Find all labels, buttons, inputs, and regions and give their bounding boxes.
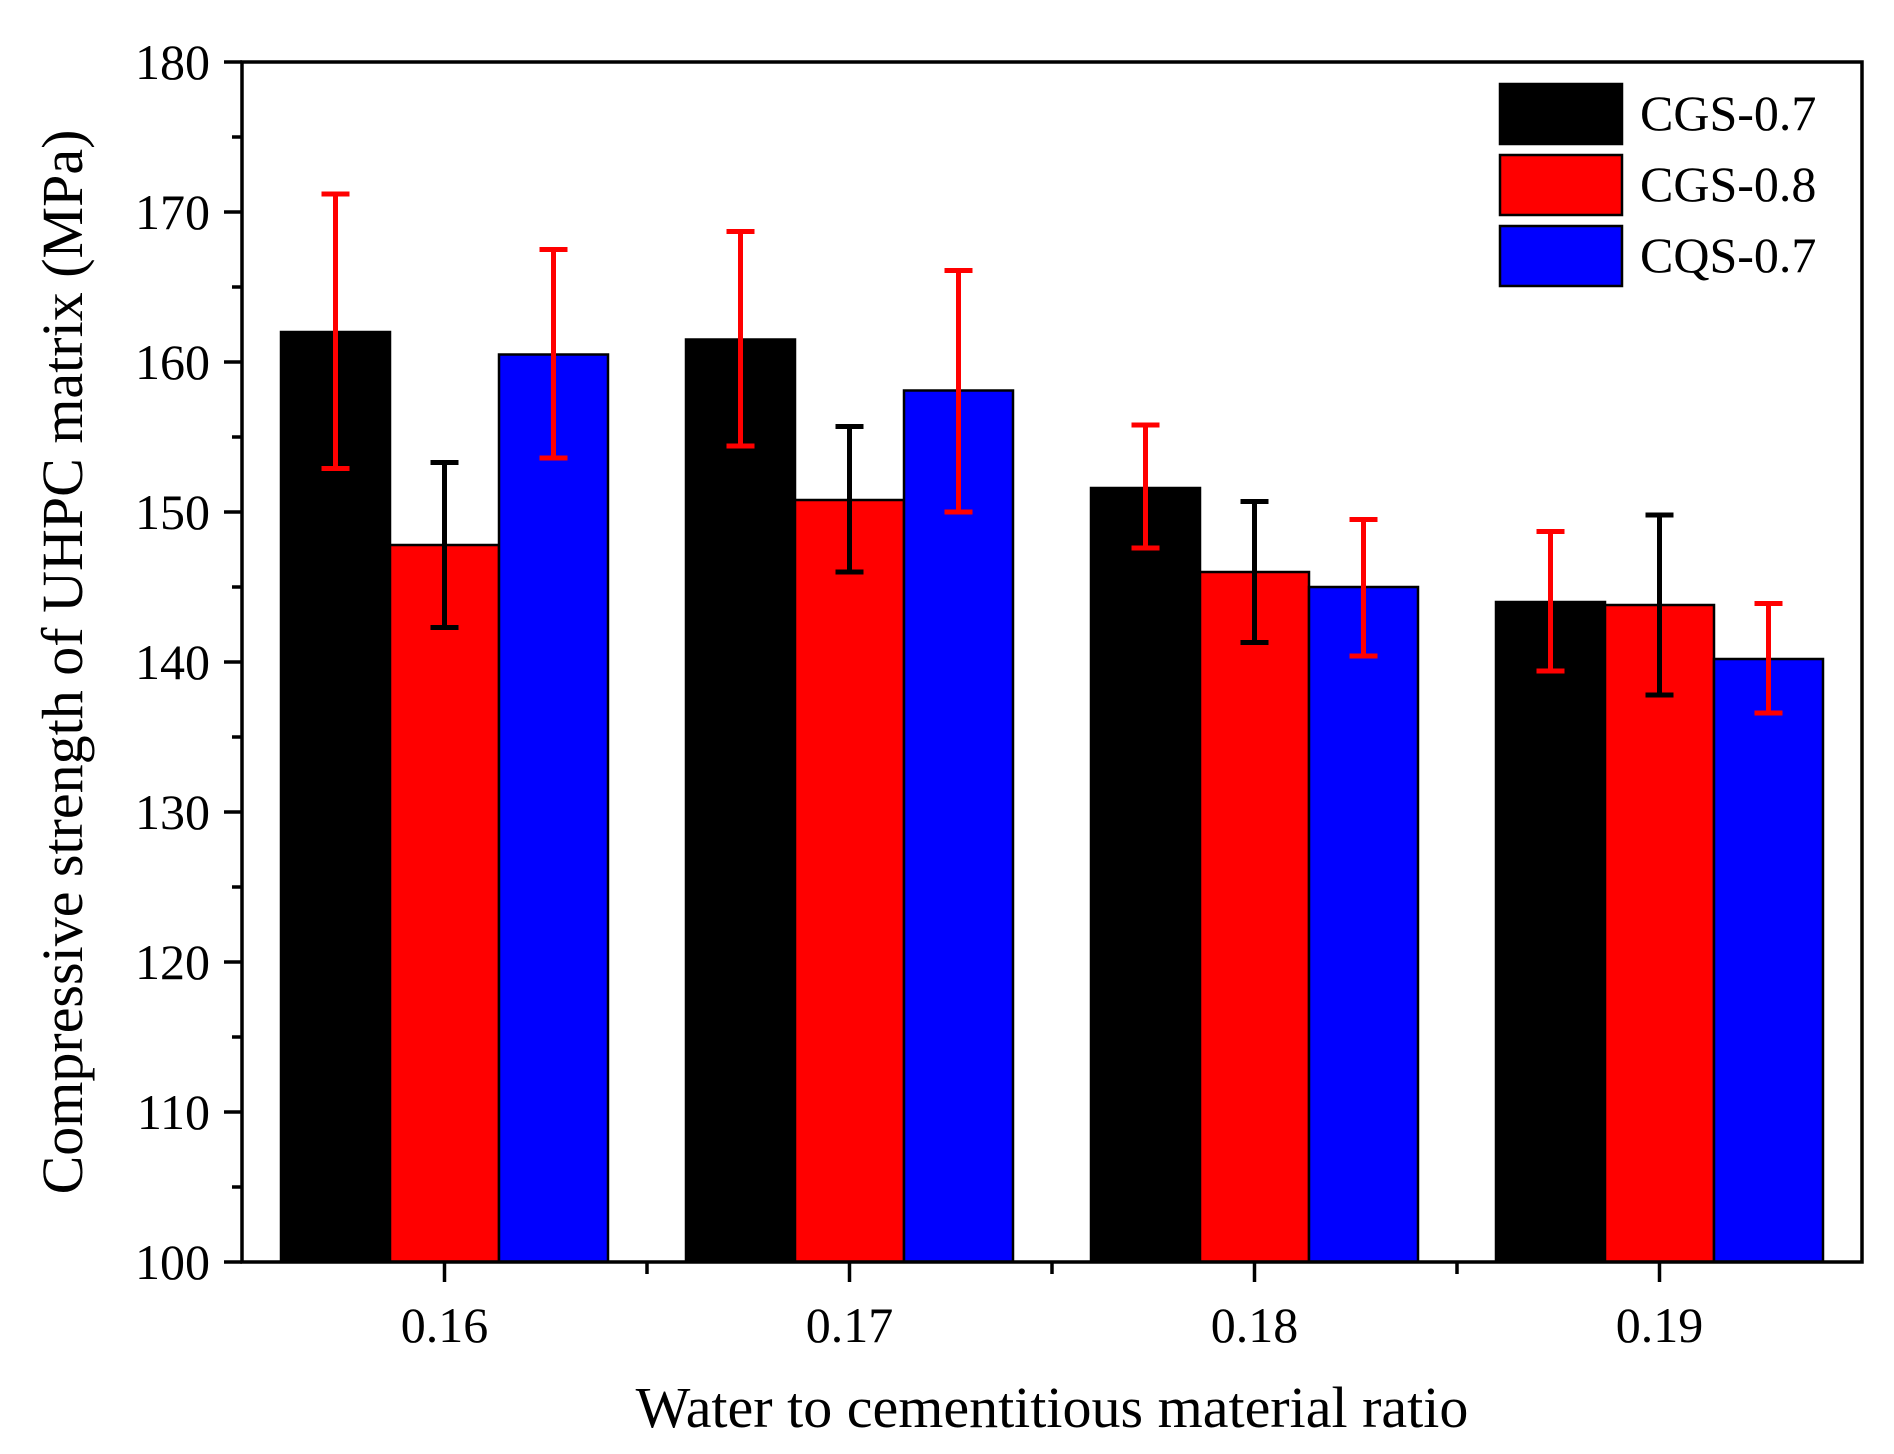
error-bar-cqs-0.7-0.19 (1754, 601, 1783, 716)
legend: CGS-0.7 CGS-0.8 CQS-0.7 (1498, 82, 1816, 288)
legend-item-cgs-0.7: CGS-0.7 (1498, 82, 1816, 146)
error-bar-cqs-0.7-0.16 (539, 247, 568, 461)
bar-cgs-0.8-0.18 (1198, 570, 1311, 1264)
x-tick-label: 0.17 (806, 1297, 894, 1353)
legend-swatch (1498, 224, 1624, 288)
y-axis: 100 110 120 130 140 150 160 170 180 (135, 34, 242, 1290)
bar-cgs-0.8-0.19 (1603, 603, 1716, 1264)
error-bar-cgs-0.8-0.17 (835, 424, 864, 575)
legend-label: CGS-0.8 (1640, 156, 1816, 212)
bar-cgs-0.7-0.17 (684, 338, 797, 1264)
bar-cqs-0.7-0.19 (1712, 657, 1825, 1264)
legend-swatch (1498, 153, 1624, 217)
error-bar-cgs-0.7-0.18 (1131, 422, 1160, 551)
x-tick-label: 0.18 (1211, 1297, 1299, 1353)
y-tick-label: 160 (135, 334, 210, 390)
bar-cqs-0.7-0.17 (902, 389, 1015, 1264)
legend-label: CGS-0.7 (1640, 85, 1816, 141)
error-bar-cgs-0.7-0.16 (321, 191, 350, 471)
y-tick-label: 130 (135, 784, 210, 840)
bar-cgs-0.8-0.16 (388, 543, 501, 1264)
x-axis-title: Water to cementitious material ratio (636, 1375, 1469, 1440)
bar-cgs-0.7-0.16 (279, 330, 392, 1264)
bar-cgs-0.7-0.19 (1494, 600, 1607, 1264)
bar-cqs-0.7-0.16 (497, 353, 610, 1264)
error-bar-cgs-0.7-0.17 (726, 229, 755, 449)
y-tick-label: 110 (137, 1084, 210, 1140)
bars-layer (279, 330, 1825, 1264)
bar-cgs-0.7-0.18 (1089, 486, 1202, 1264)
y-tick-label: 120 (135, 934, 210, 990)
bar-cgs-0.8-0.17 (793, 498, 906, 1264)
x-tick-label: 0.19 (1616, 1297, 1704, 1353)
legend-item-cqs-0.7: CQS-0.7 (1498, 224, 1816, 288)
error-bar-cgs-0.8-0.18 (1240, 499, 1269, 645)
legend-swatch (1498, 82, 1624, 146)
y-tick-label: 100 (135, 1234, 210, 1290)
y-tick-label: 170 (135, 184, 210, 240)
legend-label: CQS-0.7 (1640, 227, 1816, 283)
error-bar-cgs-0.8-0.16 (430, 460, 459, 630)
error-bar-cgs-0.7-0.19 (1536, 529, 1565, 674)
error-bar-cqs-0.7-0.18 (1349, 517, 1378, 659)
legend-item-cgs-0.8: CGS-0.8 (1498, 153, 1816, 217)
error-bars-layer (321, 191, 1783, 716)
y-tick-label: 150 (135, 484, 210, 540)
error-bar-cgs-0.8-0.19 (1645, 512, 1674, 698)
bar-cqs-0.7-0.18 (1307, 585, 1420, 1264)
y-tick-label: 140 (135, 634, 210, 690)
x-tick-label: 0.16 (401, 1297, 489, 1353)
y-axis-title: Compressive strength of UHPC matrix (MPa… (30, 130, 95, 1195)
y-tick-label: 180 (135, 34, 210, 90)
x-axis: 0.16 0.17 0.18 0.19 (401, 1262, 1704, 1353)
error-bar-cqs-0.7-0.17 (944, 268, 973, 515)
